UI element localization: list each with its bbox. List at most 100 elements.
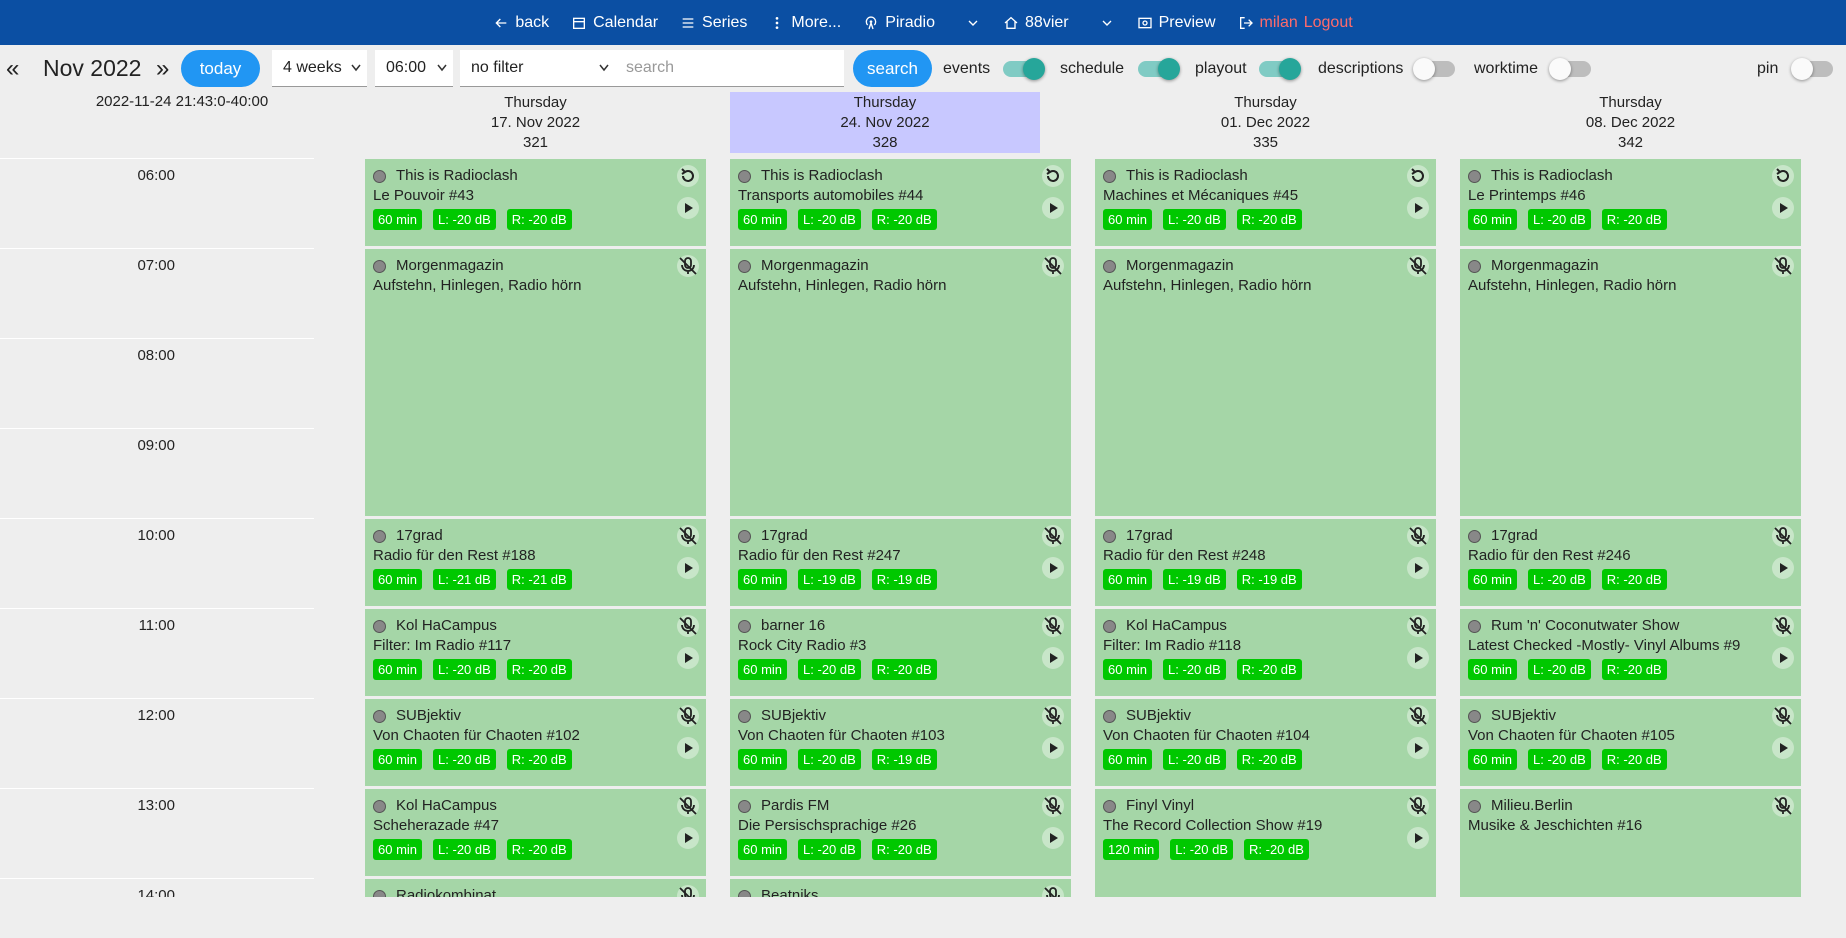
badges: 60 min L: -20 dB R: -20 dB bbox=[1468, 659, 1667, 680]
event-title: Latest Checked -Mostly- Vinyl Albums #9 bbox=[1468, 637, 1741, 654]
search-input[interactable]: search bbox=[615, 50, 844, 87]
mic-off-icon bbox=[1042, 885, 1064, 897]
nav-item[interactable]: Preview bbox=[1137, 14, 1216, 32]
event[interactable]: SUBjektiv Von Chaoten für Chaoten #105 60 … bbox=[1460, 699, 1801, 786]
event[interactable]: Morgenmagazin Aufstehn, Hinlegen, Radio h… bbox=[1460, 249, 1801, 516]
event-title: Filter: Im Radio #117 bbox=[373, 637, 512, 654]
hour-label: 09:00 bbox=[137, 437, 175, 454]
hour-line bbox=[0, 158, 314, 159]
badges: 60 min L: -20 dB R: -20 dB bbox=[1468, 209, 1667, 230]
mic-off-icon bbox=[677, 885, 699, 897]
event[interactable]: This is Radioclash Le Pouvoir #43 60 min L:… bbox=[365, 159, 706, 246]
mic-off-icon bbox=[1772, 795, 1794, 817]
event[interactable]: SUBjektiv Von Chaoten für Chaoten #104 60 … bbox=[1095, 699, 1436, 786]
event-series: SUBjektiv bbox=[396, 707, 462, 724]
nav-item[interactable]: back bbox=[493, 14, 549, 32]
show-logo bbox=[1468, 260, 1481, 273]
play-icon bbox=[1772, 557, 1794, 579]
badge: L: -20 dB bbox=[1170, 839, 1234, 860]
event[interactable]: Beatniks bbox=[730, 879, 1071, 897]
time-select[interactable]: 06:00 bbox=[375, 50, 453, 87]
badges: 60 min L: -20 dB R: -20 dB bbox=[738, 839, 937, 860]
mic-off-icon bbox=[677, 525, 699, 547]
event-series: 17grad bbox=[1126, 527, 1173, 544]
event[interactable]: SUBjektiv Von Chaoten für Chaoten #103 60 … bbox=[730, 699, 1071, 786]
event[interactable]: Kol HaCampus Filter: Im Radio #118 60 min L… bbox=[1095, 609, 1436, 696]
event[interactable]: 17grad Radio für den Rest #188 60 min L: -2… bbox=[365, 519, 706, 606]
show-logo bbox=[373, 530, 386, 543]
toggle-switch[interactable] bbox=[1549, 58, 1591, 80]
event[interactable]: Morgenmagazin Aufstehn, Hinlegen, Radio h… bbox=[730, 249, 1071, 516]
event-title: Aufstehn, Hinlegen, Radio hörn bbox=[1103, 277, 1312, 294]
mic-off-icon bbox=[1407, 795, 1429, 817]
nav-label: 88vier bbox=[1025, 13, 1069, 31]
event-title: Aufstehn, Hinlegen, Radio hörn bbox=[373, 277, 582, 294]
logout[interactable]: milan Logout bbox=[1238, 14, 1353, 32]
badge: L: -20 dB bbox=[798, 839, 861, 860]
nav-item[interactable]: Series bbox=[680, 14, 747, 32]
mic-off-icon bbox=[1042, 795, 1064, 817]
event[interactable]: Rum 'n' Coconutwater Show Latest Checked … bbox=[1460, 609, 1801, 696]
toggle-switch[interactable] bbox=[1138, 58, 1180, 80]
next-button[interactable]: » bbox=[156, 54, 170, 82]
nav-label: More... bbox=[791, 13, 842, 31]
toggle-switch[interactable] bbox=[1003, 58, 1045, 80]
event[interactable]: This is Radioclash Transports automobiles… bbox=[730, 159, 1071, 246]
hour-line bbox=[0, 608, 314, 609]
today-button[interactable]: today bbox=[181, 50, 260, 87]
event-series: 17grad bbox=[396, 527, 443, 544]
mic-off-icon bbox=[677, 795, 699, 817]
hour-label: 08:00 bbox=[137, 347, 175, 364]
badges: 60 min L: -19 dB R: -19 dB bbox=[1103, 569, 1302, 590]
toggle-switch[interactable] bbox=[1791, 58, 1833, 80]
event-series: Morgenmagazin bbox=[396, 257, 504, 274]
event[interactable]: Milieu.Berlin Musike & Jeschichten #16 bbox=[1460, 789, 1801, 897]
event[interactable]: 17grad Radio für den Rest #246 60 min L: -2… bbox=[1460, 519, 1801, 606]
toggle-label: pin bbox=[1757, 59, 1779, 77]
event-series: Beatniks bbox=[761, 887, 819, 897]
event[interactable]: Pardis FM Die Persischsprachige #26 60 min… bbox=[730, 789, 1071, 876]
show-logo bbox=[1103, 530, 1116, 543]
event-title: Radio für den Rest #248 bbox=[1103, 547, 1266, 564]
day-header: Thursday 24. Nov 2022 328 bbox=[730, 92, 1040, 153]
range-select[interactable]: 4 weeks bbox=[272, 50, 367, 87]
event[interactable]: Morgenmagazin Aufstehn, Hinlegen, Radio h… bbox=[365, 249, 706, 516]
event[interactable]: Radiokombinat bbox=[365, 879, 706, 897]
event[interactable]: 17grad Radio für den Rest #247 60 min L: -1… bbox=[730, 519, 1071, 606]
event[interactable]: Morgenmagazin Aufstehn, Hinlegen, Radio h… bbox=[1095, 249, 1436, 516]
search-button[interactable]: search bbox=[853, 50, 932, 87]
toggle-knob bbox=[1279, 58, 1301, 80]
toggle-switch[interactable] bbox=[1259, 58, 1301, 80]
nav-item[interactable]: Piradio bbox=[863, 14, 981, 32]
badge: R: -19 dB bbox=[1236, 569, 1302, 590]
event-series: Kol HaCampus bbox=[1126, 617, 1227, 634]
play-icon bbox=[677, 557, 699, 579]
nav-icon bbox=[776, 16, 779, 29]
event-series: This is Radioclash bbox=[761, 167, 883, 184]
event[interactable]: barner 16 Rock City Radio #3 60 min L: -20 … bbox=[730, 609, 1071, 696]
badge: 60 min bbox=[1468, 569, 1518, 590]
event[interactable]: This is Radioclash Machines et Mécaniques… bbox=[1095, 159, 1436, 246]
badges: 60 min L: -20 dB R: -20 dB bbox=[738, 659, 937, 680]
mic-off-icon bbox=[677, 615, 699, 637]
prev-button[interactable]: « bbox=[6, 54, 20, 82]
toolbar: « Nov 2022 » today 4 weeks 06:00 no filt… bbox=[0, 45, 1846, 92]
event[interactable]: This is Radioclash Le Printemps #46 60 min… bbox=[1460, 159, 1801, 246]
event[interactable]: SUBjektiv Von Chaoten für Chaoten #102 60 … bbox=[365, 699, 706, 786]
badge: R: -20 dB bbox=[506, 209, 572, 230]
show-logo bbox=[738, 800, 751, 813]
event-title: Von Chaoten für Chaoten #102 bbox=[373, 727, 580, 744]
show-logo bbox=[373, 890, 386, 897]
nav-item[interactable]: 88vier bbox=[1003, 14, 1115, 32]
event[interactable]: Kol HaCampus Filter: Im Radio #117 60 min L… bbox=[365, 609, 706, 696]
nav-item[interactable]: Calendar bbox=[571, 14, 658, 32]
filter-select[interactable]: no filter bbox=[460, 50, 615, 87]
event[interactable]: Finyl Vinyl The Record Collection Show #1… bbox=[1095, 789, 1436, 897]
toggle-switch[interactable] bbox=[1413, 58, 1455, 80]
event[interactable]: 17grad Radio für den Rest #248 60 min L: -1… bbox=[1095, 519, 1436, 606]
event[interactable]: Kol HaCampus Scheherazade #47 60 min L: -20… bbox=[365, 789, 706, 876]
nav-item[interactable]: More... bbox=[769, 14, 841, 32]
event-series: Kol HaCampus bbox=[396, 797, 497, 814]
badge: L: -20 dB bbox=[798, 749, 861, 770]
play-icon bbox=[1772, 197, 1794, 219]
